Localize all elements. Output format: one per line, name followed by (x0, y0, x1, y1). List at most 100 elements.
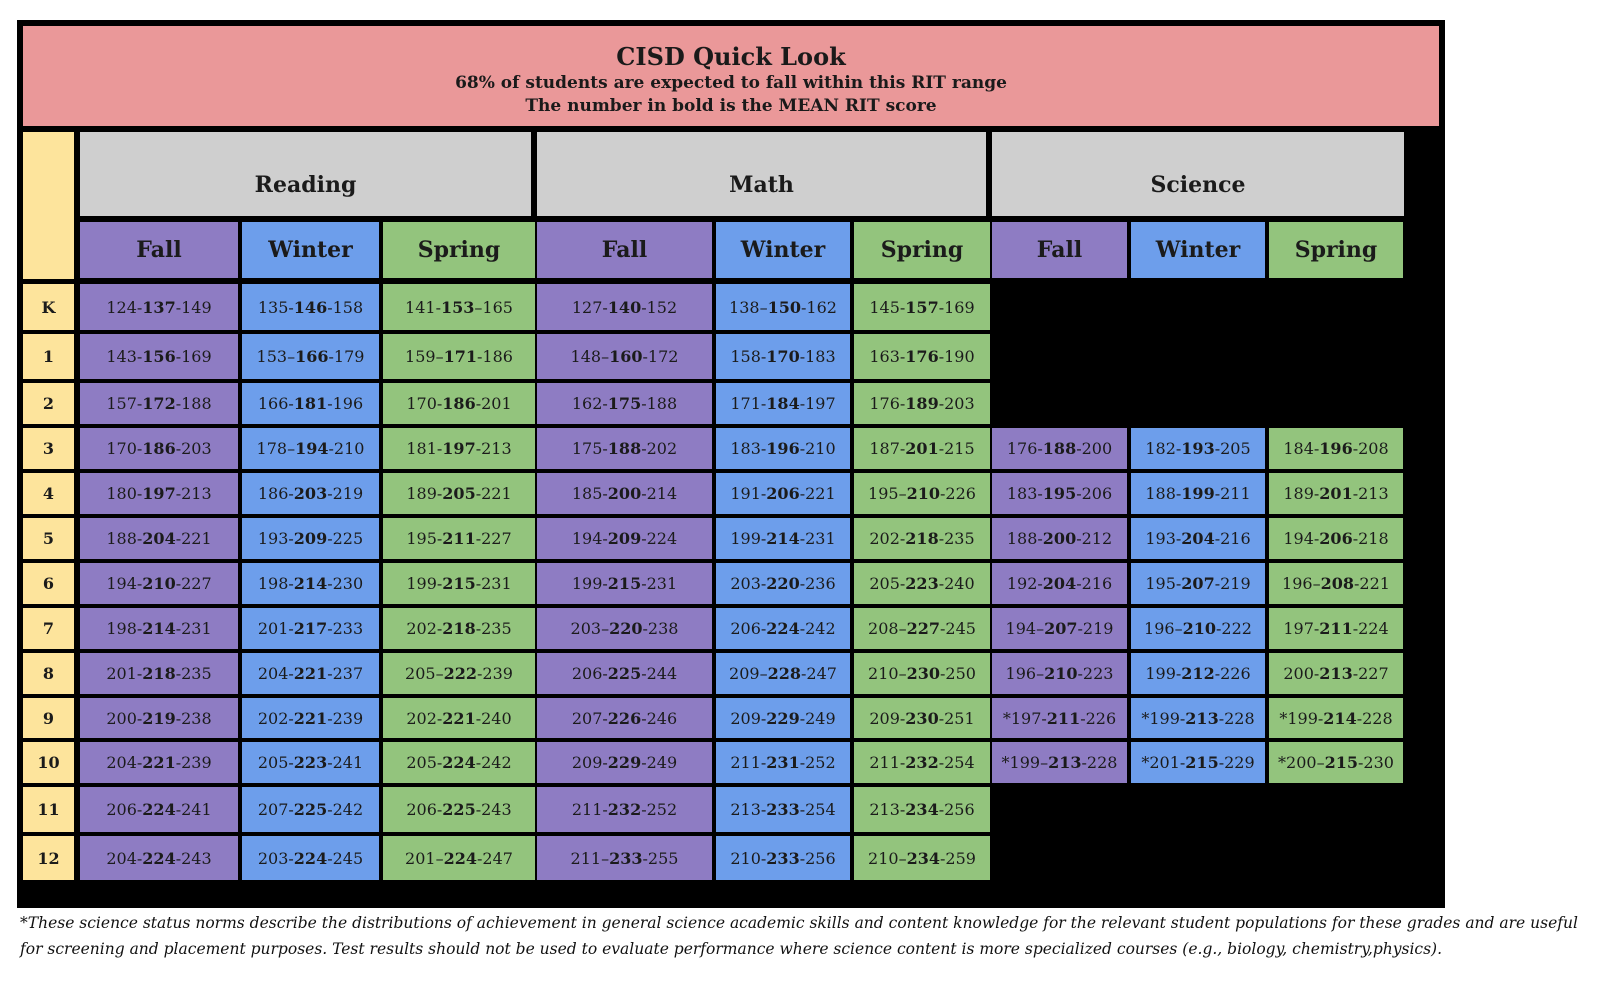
rit-range-cell: 159– 171 -186 (383, 334, 535, 379)
range-low: *200– (1278, 753, 1325, 772)
range-low: 210– (868, 664, 907, 683)
range-low: 180- (106, 484, 143, 503)
rit-range-cell: 178– 194 -210 (242, 428, 379, 469)
range-high: -208 (1352, 439, 1389, 458)
rit-range-cell: 204- 221 -237 (242, 653, 379, 694)
range-high: -247 (801, 664, 837, 683)
range-high: -169 (938, 297, 975, 317)
range-high: -246 (641, 708, 678, 728)
grade-label: 8 (23, 653, 74, 694)
rit-range-cell: 138– 150 -162 (716, 284, 850, 330)
rit-range-cell: 199- 215 -231 (537, 563, 712, 604)
mean-score: 223 (905, 574, 939, 593)
mean-score: 215 (1185, 753, 1219, 772)
mean-score: 214 (1323, 708, 1357, 728)
mean-score: 193 (1181, 439, 1215, 458)
rit-range-cell: 141- 153 –165 (383, 284, 535, 330)
mean-score: 219 (142, 708, 176, 728)
range-low: 193- (257, 529, 294, 548)
mean-score: 220 (766, 574, 800, 593)
rit-range-cell: 135- 146 -158 (242, 284, 379, 330)
mean-score: 184 (766, 394, 800, 413)
mean-score: 205 (442, 484, 476, 503)
range-low: 197- (1283, 619, 1320, 638)
range-high: -219 (1077, 619, 1114, 638)
rit-range-cell: 184- 196 -208 (1269, 428, 1403, 469)
mean-score: 230 (905, 708, 939, 728)
range-high: -201 (475, 394, 512, 413)
range-low: 188- (106, 529, 143, 548)
range-low: 194- (106, 574, 143, 593)
rit-range-cell: 162- 175 -188 (537, 383, 712, 424)
range-high: -227 (175, 574, 212, 593)
mean-score: 210 (142, 574, 176, 593)
rit-range-cell: 205- 223 -240 (854, 563, 990, 604)
range-high: -218 (1352, 529, 1389, 548)
range-low: 170- (106, 439, 143, 458)
range-low: 204- (106, 753, 143, 772)
mean-score: 213 (1185, 708, 1219, 728)
mean-score: 207 (1181, 574, 1215, 593)
range-high: -224 (1352, 619, 1389, 638)
range-high: -149 (175, 297, 212, 317)
mean-score: 207 (1044, 619, 1078, 638)
range-high: -152 (641, 297, 678, 317)
range-high: -228 (1081, 753, 1118, 772)
mean-score: 150 (767, 297, 801, 317)
range-low: 213- (869, 800, 906, 819)
term-header-winter: Winter (1131, 222, 1265, 278)
rit-range-cell: 207- 226 -246 (537, 698, 712, 738)
range-low: 211- (571, 800, 608, 819)
range-high: -221 (799, 484, 836, 503)
rit-range-cell: 183- 196 -210 (716, 428, 850, 469)
range-low: 209- (571, 753, 608, 772)
rit-range-cell: 188- 199 -211 (1131, 473, 1265, 514)
mean-score: 194 (295, 439, 329, 458)
rit-range-cell: *197- 211 -226 (992, 698, 1127, 738)
range-high: -219 (327, 484, 364, 503)
range-low: 198- (106, 619, 143, 638)
range-high: -231 (175, 619, 212, 638)
range-low: 209- (730, 708, 767, 728)
range-high: -238 (175, 708, 212, 728)
range-high: -231 (799, 529, 836, 548)
rit-range-cell: 209– 228 -247 (716, 653, 850, 694)
rit-range-cell: 188- 200 -212 (992, 518, 1127, 559)
range-low: *197- (1002, 708, 1047, 728)
range-low: 127- (571, 297, 608, 317)
range-low: 206- (730, 619, 767, 638)
rit-range-cell: 195– 210 -226 (854, 473, 990, 514)
term-header-spring: Spring (854, 222, 990, 278)
rit-range-cell: 148– 160 -172 (537, 334, 712, 379)
range-low: 183- (730, 439, 767, 458)
rit-range-cell: 157- 172 -188 (80, 383, 238, 424)
mean-score: 225 (442, 800, 476, 819)
range-high: -244 (641, 664, 678, 683)
rit-range-cell: 180- 197 -213 (80, 473, 238, 514)
rit-range-cell: 143- 156 -169 (80, 334, 238, 379)
rit-range-cell: 186- 203 -219 (242, 473, 379, 514)
mean-score: 188 (1042, 439, 1077, 458)
rit-range-cell: 209- 229 -249 (537, 742, 712, 783)
range-low: 195– (868, 484, 907, 503)
mean-score: 211 (1319, 619, 1353, 638)
mean-score: 224 (443, 848, 477, 868)
range-low: 201- (106, 664, 143, 683)
mean-score: 215 (1324, 753, 1358, 772)
rit-range-cell: 206- 225 -243 (383, 787, 535, 832)
mean-score: 214 (766, 529, 800, 548)
mean-score: 156 (142, 347, 176, 366)
range-high: -243 (475, 800, 512, 819)
range-high: -210 (328, 439, 365, 458)
range-low: 203- (257, 848, 294, 868)
mean-score: 231 (766, 753, 800, 772)
mean-score: 221 (142, 753, 176, 772)
range-low: 211- (869, 753, 906, 772)
range-high: -240 (938, 574, 975, 593)
range-high: -255 (642, 848, 679, 868)
range-high: -231 (641, 574, 678, 593)
mean-score: 201 (1319, 484, 1353, 503)
mean-score: 171 (443, 347, 477, 366)
rit-range-cell: 211- 231 -252 (716, 742, 850, 783)
range-high: -235 (475, 619, 512, 638)
